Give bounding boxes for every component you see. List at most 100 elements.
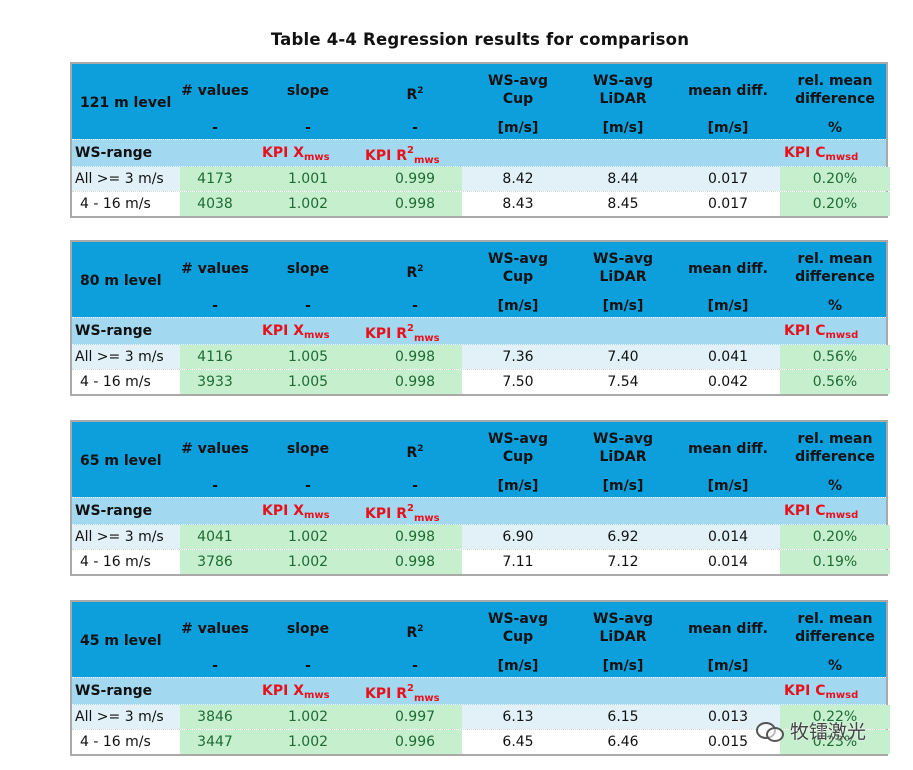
unit-cup: [m/s] [497, 478, 539, 494]
kpi-c-sub: mwsd [825, 510, 859, 521]
row-mid-bg [462, 167, 780, 191]
ws-range-label: WS-range [75, 323, 153, 339]
rel-mean-cell: 0.23% [812, 734, 858, 750]
kpi-row: WS-range KPI Xmws KPI R2mws KPI Cmwsd [72, 317, 886, 345]
ws-cup-cell: 7.50 [502, 374, 534, 390]
col-meandiff-header: mean diff. [688, 441, 768, 457]
row-green-bg [180, 705, 462, 729]
ws-range-cell: All >= 3 m/s [75, 171, 164, 187]
r2-cell: 0.998 [394, 529, 436, 545]
table-row: All >= 3 m/s 4041 1.002 0.998 6.90 6.92 … [72, 525, 890, 549]
unit-rel: % [827, 120, 843, 136]
row-mid-bg [462, 705, 780, 729]
unit-r2: - [412, 298, 418, 314]
row-green-bg [180, 370, 462, 394]
col-rel-header-line2: difference [795, 269, 875, 285]
kpi-r-text: KPI R [365, 148, 407, 164]
ws-cup-cell: 8.43 [502, 196, 534, 212]
col-cup-header-line1: WS-avg [488, 611, 548, 627]
table-row: All >= 3 m/s 4173 1.001 0.999 8.42 8.44 … [72, 167, 890, 191]
r2-cell: 0.999 [394, 171, 436, 187]
unit-slope: - [305, 658, 311, 674]
ws-cup-cell: 6.13 [502, 709, 534, 725]
col-r2-header: R2 [375, 82, 455, 104]
r2-cell: 0.997 [394, 709, 436, 725]
table-row: All >= 3 m/s 4116 1.005 0.998 7.36 7.40 … [72, 345, 890, 369]
col-values-header: # values [181, 261, 249, 277]
r2-label: R [406, 625, 418, 641]
level-label: 121 m level [80, 95, 172, 111]
ws-lidar-cell: 8.45 [607, 196, 639, 212]
col-cup-header-line1: WS-avg [488, 73, 548, 89]
kpi-row: WS-range KPI Xmws KPI R2mws KPI Cmwsd [72, 677, 886, 705]
kpi-r2-label: KPI R2mws [365, 145, 440, 166]
r2-sup: 2 [417, 444, 424, 454]
col-values-header: # values [181, 621, 249, 637]
values-cell: 3447 [197, 734, 233, 750]
row-green-bg [180, 167, 462, 191]
row-green-bg [180, 730, 462, 754]
r2-cell: 0.998 [394, 554, 436, 570]
col-lidar-header-line2: LiDAR [599, 629, 647, 645]
unit-meandiff: [m/s] [707, 120, 749, 136]
row-mid-bg [462, 345, 780, 369]
col-rel-header-line1: rel. mean [797, 431, 873, 447]
r2-cell: 0.996 [394, 734, 436, 750]
mean-diff-cell: 0.015 [707, 734, 749, 750]
kpi-r-sub: mws [413, 513, 440, 524]
slope-cell: 1.005 [287, 349, 329, 365]
level-label: 65 m level [80, 453, 162, 469]
r2-cell: 0.998 [394, 374, 436, 390]
unit-lidar: [m/s] [602, 658, 644, 674]
mean-diff-cell: 0.042 [707, 374, 749, 390]
kpi-r2-label: KPI R2mws [365, 323, 440, 344]
unit-rel: % [827, 478, 843, 494]
col-r2-header: R2 [375, 440, 455, 462]
col-lidar-header-line1: WS-avg [593, 251, 653, 267]
kpi-x-text: KPI X [262, 145, 304, 161]
kpi-r-text: KPI R [365, 506, 407, 522]
mean-diff-cell: 0.041 [707, 349, 749, 365]
r2-label: R [406, 445, 418, 461]
slope-cell: 1.002 [287, 554, 329, 570]
kpi-r-sub: mws [413, 693, 440, 704]
level-label: 45 m level [80, 633, 162, 649]
ws-lidar-cell: 7.12 [607, 554, 639, 570]
ws-range-cell: 4 - 16 m/s [80, 196, 151, 212]
col-cup-header-line2: Cup [502, 449, 534, 465]
kpi-c-sub: mwsd [825, 152, 859, 163]
r2-sup: 2 [417, 264, 424, 274]
table-row: 4 - 16 m/s 3933 1.005 0.998 7.50 7.54 0.… [72, 369, 890, 394]
row-rel-bg [780, 525, 890, 549]
ws-lidar-cell: 8.44 [607, 171, 639, 187]
unit-lidar: [m/s] [602, 478, 644, 494]
unit-r2: - [412, 478, 418, 494]
table-row: 4 - 16 m/s 3447 1.002 0.996 6.45 6.46 0.… [72, 729, 890, 754]
values-cell: 3786 [197, 554, 233, 570]
kpi-x-label: KPI Xmws [262, 683, 330, 701]
col-cup-header-line2: Cup [502, 91, 534, 107]
ws-range-label: WS-range [75, 503, 153, 519]
slope-cell: 1.002 [287, 196, 329, 212]
ws-range-cell: All >= 3 m/s [75, 529, 164, 545]
kpi-r-sup: 2 [406, 145, 414, 156]
row-label-bg [72, 167, 180, 191]
col-values-header: # values [181, 83, 249, 99]
mean-diff-cell: 0.017 [707, 196, 749, 212]
col-values-header: # values [181, 441, 249, 457]
ws-range-label: WS-range [75, 145, 153, 161]
mean-diff-cell: 0.017 [707, 171, 749, 187]
ws-lidar-cell: 7.54 [607, 374, 639, 390]
kpi-c-sub: mwsd [825, 690, 859, 701]
regression-table: 121 m level # values slope R2 WS-avg Cup… [70, 62, 890, 218]
kpi-c-label: KPI Cmwsd [784, 503, 858, 521]
unit-meandiff: [m/s] [707, 478, 749, 494]
ws-cup-cell: 8.42 [502, 171, 534, 187]
unit-values: - [212, 120, 218, 136]
table-row: 4 - 16 m/s 3786 1.002 0.998 7.11 7.12 0.… [72, 549, 890, 574]
col-meandiff-header: mean diff. [688, 83, 768, 99]
unit-slope: - [305, 298, 311, 314]
rel-mean-cell: 0.20% [812, 171, 858, 187]
r2-cell: 0.998 [394, 349, 436, 365]
unit-rel: % [827, 298, 843, 314]
